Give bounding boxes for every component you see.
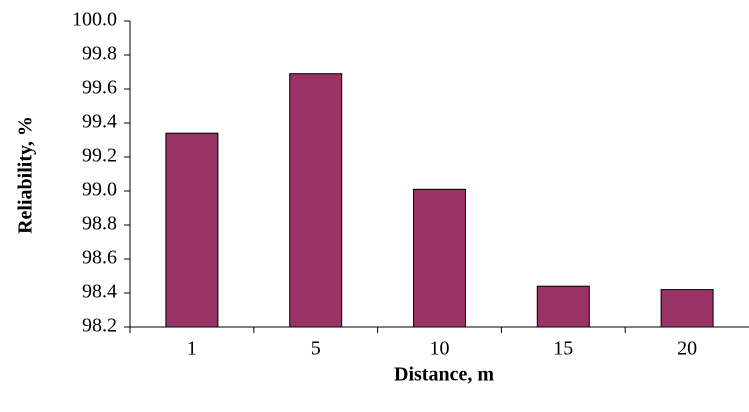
y-tick-label: 99.4 bbox=[82, 111, 117, 133]
bars-layer bbox=[165, 73, 714, 328]
x-tick-label: 15 bbox=[553, 338, 573, 360]
x-tick-label: 1 bbox=[187, 338, 197, 360]
y-tick-label: 100.0 bbox=[72, 9, 117, 31]
bar-10 bbox=[413, 188, 466, 328]
bar-5 bbox=[289, 73, 343, 328]
y-tick-label: 99.0 bbox=[82, 179, 117, 201]
axes-layer bbox=[124, 20, 749, 333]
x-tick-label: 10 bbox=[430, 338, 450, 360]
y-tick-label: 98.8 bbox=[82, 213, 117, 235]
y-tick-label: 99.8 bbox=[82, 43, 117, 65]
x-tick-label: 5 bbox=[311, 338, 321, 360]
x-axis-title: Distance, m bbox=[394, 364, 494, 386]
bar-15 bbox=[536, 285, 590, 328]
y-tick-label: 99.6 bbox=[82, 77, 117, 99]
y-tick-label: 98.4 bbox=[82, 281, 117, 303]
y-tick-label: 98.2 bbox=[82, 315, 117, 337]
labels-layer: 98.2 98.4 98.6 98.8 99.0 99.2 99.4 99.6 99.8 100.… bbox=[72, 9, 697, 360]
y-tick-label: 99.2 bbox=[82, 145, 117, 167]
bar-20 bbox=[660, 289, 714, 328]
y-axis-title: Reliability, % bbox=[15, 116, 37, 234]
x-tick-label: 20 bbox=[677, 338, 697, 360]
bar-1 bbox=[165, 132, 219, 328]
y-tick-label: 98.6 bbox=[82, 247, 117, 269]
